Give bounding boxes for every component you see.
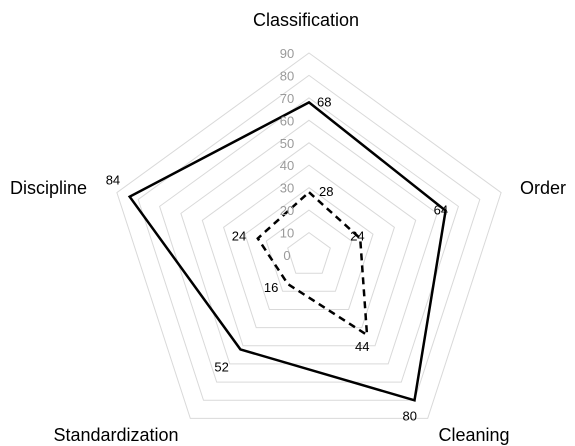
tick-label-50: 50	[280, 136, 294, 151]
series-1-line	[127, 100, 447, 402]
grid-ring-60	[180, 119, 438, 365]
grid-ring-30	[244, 187, 374, 310]
data-label-2-discipline: 24	[232, 228, 246, 243]
tick-label-60: 60	[280, 113, 294, 128]
axis-label-order: Order	[520, 178, 566, 198]
axis-labels: Classification Order Cleaning Standardizati…	[10, 10, 566, 445]
tick-label-80: 80	[280, 68, 294, 83]
tick-label-40: 40	[280, 158, 294, 173]
data-label-1-order: 64	[434, 203, 448, 218]
series-2-line	[256, 190, 369, 338]
data-label-2-classification: 28	[319, 184, 333, 199]
data-label-1-classification: 68	[317, 94, 331, 109]
data-label-1-cleaning: 80	[403, 408, 417, 423]
data-label-1-discipline: 84	[106, 173, 120, 188]
grid-layer	[116, 52, 502, 419]
data-label-2-standardization: 16	[264, 280, 278, 295]
data-label-2-cleaning: 44	[355, 339, 369, 354]
grid-ring-80	[137, 74, 481, 401]
data-label-1-standardization: 52	[214, 359, 228, 374]
series-layer	[127, 100, 447, 402]
grid-ring-10	[287, 231, 331, 274]
grid-ring-50	[201, 142, 417, 347]
grid-ring-90	[116, 52, 502, 419]
tick-label-20: 20	[280, 203, 294, 218]
tick-label-90: 90	[280, 46, 294, 61]
data-labels: 68 64 80 52 84 28 24 44 16 24	[106, 94, 448, 423]
grid-ring-70	[159, 97, 459, 383]
grid-ring-40	[223, 164, 395, 329]
tick-label-30: 30	[280, 181, 294, 196]
axis-label-standardization: Standardization	[53, 425, 178, 445]
tick-labels: 0 10 20 30 40 50 60 70 80 90	[280, 46, 294, 263]
axis-label-cleaning: Cleaning	[438, 425, 509, 445]
tick-label-10: 10	[280, 226, 294, 241]
tick-label-0: 0	[283, 248, 290, 263]
axis-label-classification: Classification	[253, 10, 359, 30]
grid-ring-20	[265, 209, 353, 292]
tick-label-70: 70	[280, 91, 294, 106]
axis-label-discipline: Discipline	[10, 178, 87, 198]
data-label-2-order: 24	[350, 228, 364, 243]
